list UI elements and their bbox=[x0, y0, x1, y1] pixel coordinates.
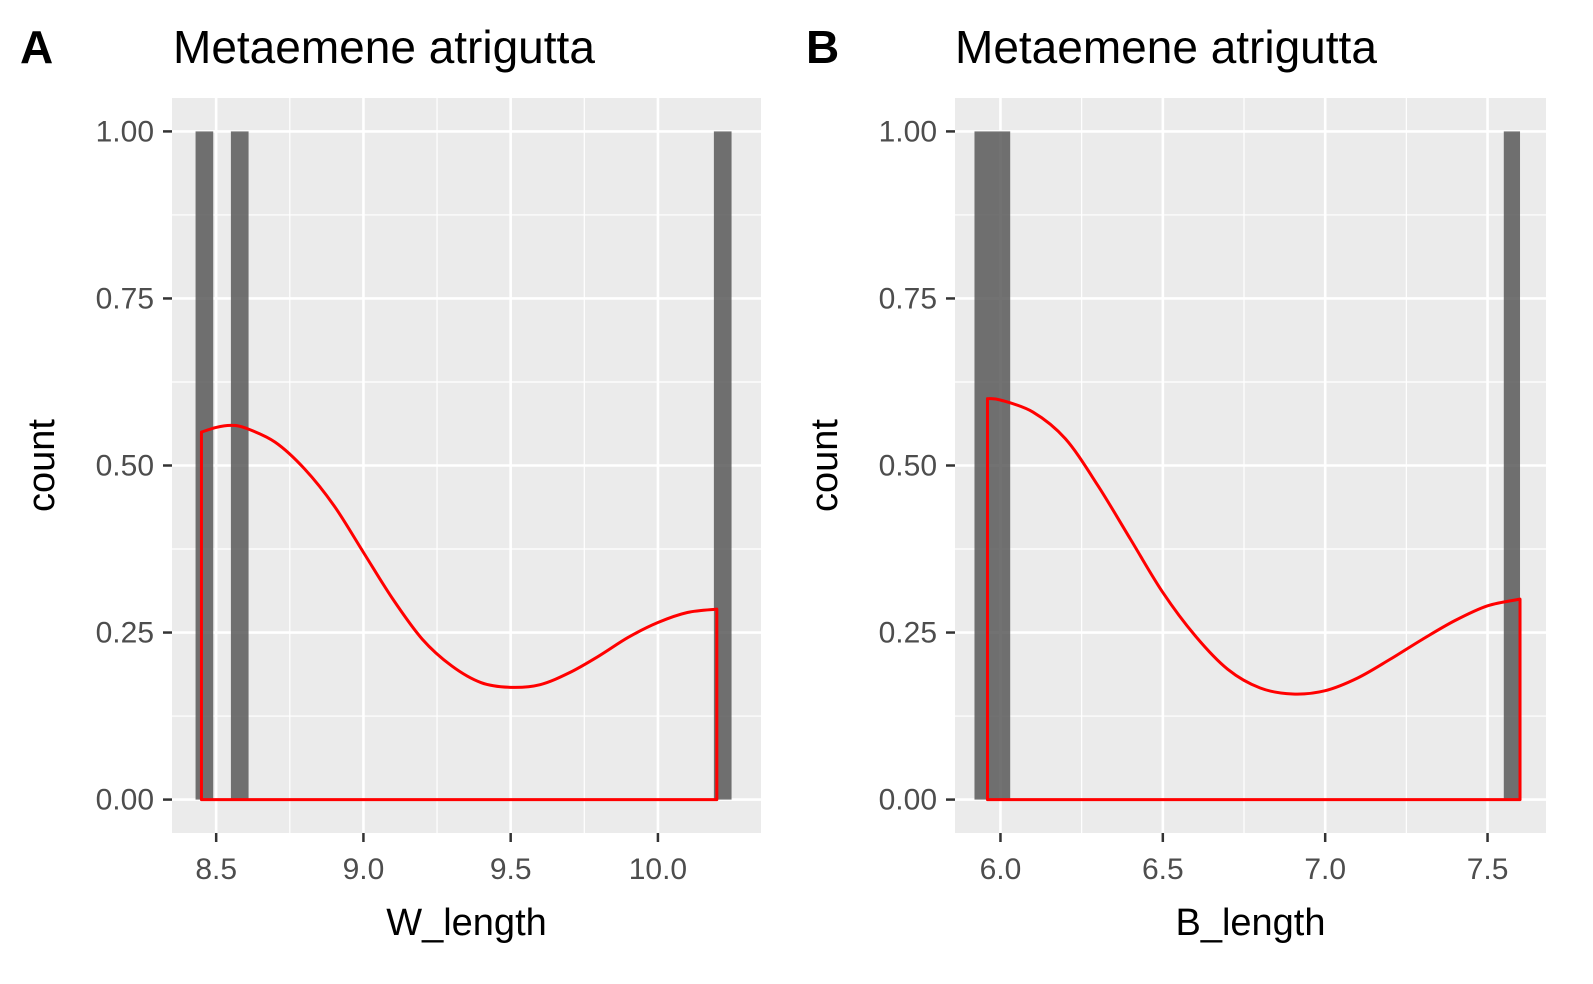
panel-b-title: Metaemene atrigutta bbox=[955, 21, 1377, 73]
y-tick-label: 0.25 bbox=[879, 617, 937, 650]
panel-a-x-axis-title: W_length bbox=[386, 902, 547, 944]
x-tick-label: 6.0 bbox=[980, 853, 1022, 886]
histogram-bar bbox=[195, 131, 214, 800]
x-tick-label: 8.5 bbox=[195, 853, 237, 886]
histogram-bar bbox=[1503, 131, 1521, 800]
panel-b-histogram-bars bbox=[974, 131, 1521, 800]
panel-a-density-curve bbox=[199, 423, 719, 802]
x-tick-label: 9.5 bbox=[490, 853, 532, 886]
density-line bbox=[985, 397, 1522, 802]
panel-b: B Metaemene atrigutta 0.00 0.25 0.50 0.75 1.… bbox=[804, 21, 1546, 944]
y-tick-label: 0.00 bbox=[96, 784, 154, 817]
x-tick-label: 6.5 bbox=[1142, 853, 1184, 886]
panel-letter-a: A bbox=[20, 21, 53, 73]
y-tick-label: 0.50 bbox=[96, 450, 154, 483]
histogram-bar bbox=[230, 131, 249, 800]
panel-b-x-axis: 6.0 6.5 7.0 7.5 bbox=[980, 833, 1509, 886]
panel-a-gridlines bbox=[172, 98, 761, 833]
panel-b-y-axis-title: count bbox=[804, 419, 846, 512]
x-tick-label: 10.0 bbox=[629, 853, 687, 886]
y-tick-label: 0.75 bbox=[96, 282, 154, 315]
panel-a-x-axis: 8.5 9.0 9.5 10.0 bbox=[195, 833, 687, 886]
panel-a: A Metaemene atrigutta 0.00 0.25 0.50 0.75 1.… bbox=[20, 21, 761, 944]
x-tick-label: 7.5 bbox=[1467, 853, 1509, 886]
x-tick-label: 7.0 bbox=[1304, 853, 1346, 886]
histogram-bar bbox=[974, 131, 1011, 800]
y-tick-label: 1.00 bbox=[879, 115, 937, 148]
x-tick-label: 9.0 bbox=[343, 853, 385, 886]
y-tick-label: 0.50 bbox=[879, 450, 937, 483]
panel-a-title: Metaemene atrigutta bbox=[173, 21, 595, 73]
panel-a-y-axis-title: count bbox=[21, 419, 63, 512]
panel-b-density-curve bbox=[985, 397, 1522, 802]
panel-b-x-axis-title: B_length bbox=[1175, 902, 1325, 944]
y-tick-label: 0.00 bbox=[879, 784, 937, 817]
panel-letter-b: B bbox=[806, 21, 839, 73]
y-tick-label: 1.00 bbox=[96, 115, 154, 148]
y-tick-label: 0.25 bbox=[96, 617, 154, 650]
density-line bbox=[199, 423, 719, 802]
y-tick-label: 0.75 bbox=[879, 282, 937, 315]
panel-b-y-axis: 0.00 0.25 0.50 0.75 1.00 bbox=[879, 115, 955, 817]
panel-a-y-axis: 0.00 0.25 0.50 0.75 1.00 bbox=[96, 115, 172, 817]
